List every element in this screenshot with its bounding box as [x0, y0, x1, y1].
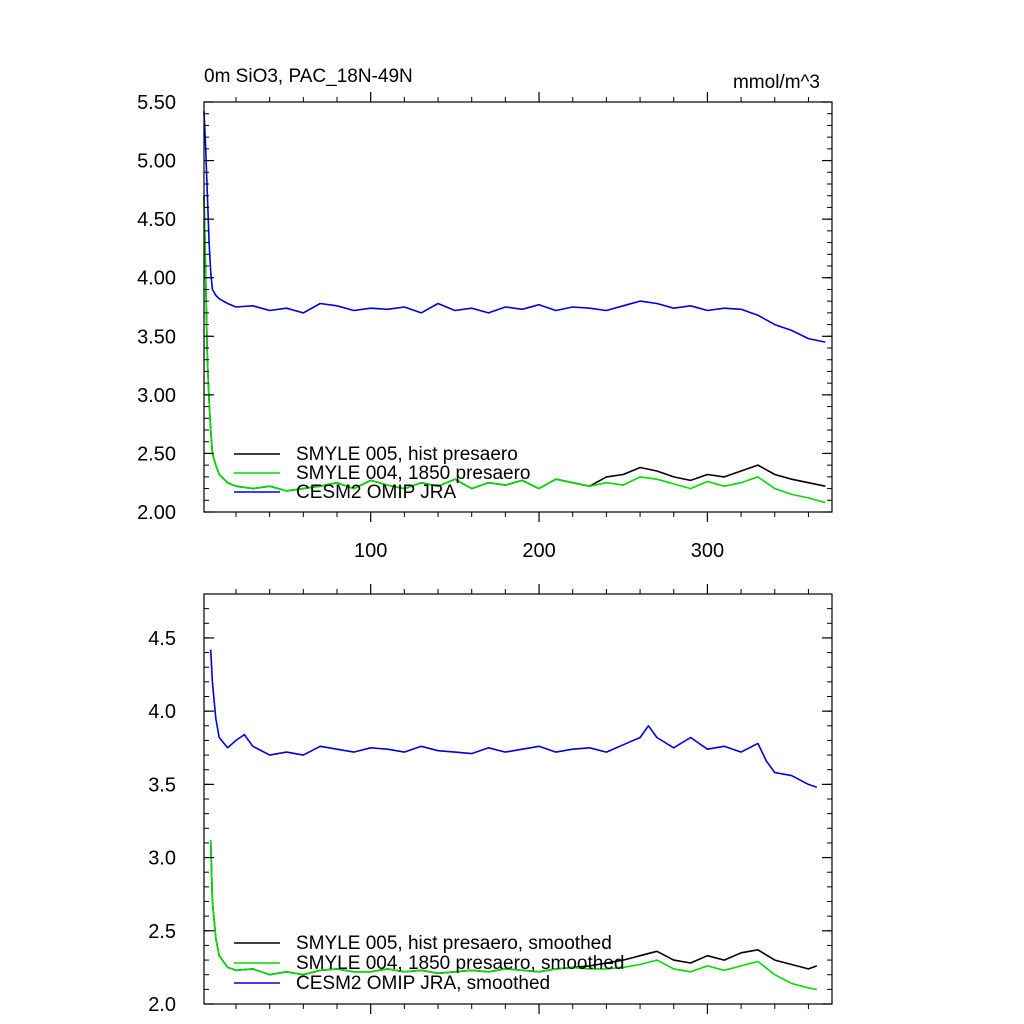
top-chart-title: 0m SiO3, PAC_18N-49N	[204, 66, 413, 87]
top-y-tick-label: 4.50	[137, 209, 176, 231]
top-chart-units: mmol/m^3	[733, 72, 820, 93]
bottom-series-line-2	[209, 649, 818, 789]
bottom-legend-label-1: SMYLE 004, 1850 presaero, smoothed	[296, 953, 624, 974]
top-y-tick-label: 2.00	[137, 502, 176, 524]
top-series-line-1	[203, 195, 826, 504]
bottom-y-tick-label: 2.5	[148, 921, 176, 943]
top-legend-label-0: SMYLE 005, hist presaero	[296, 444, 518, 465]
bottom-series-line-1	[209, 839, 817, 991]
bottom-y-tick-label: 2.0	[148, 994, 176, 1016]
top-y-tick-label: 2.50	[137, 443, 176, 465]
bottom-legend-label-0: SMYLE 005, hist presaero, smoothed	[296, 933, 612, 954]
top-x-tick-label: 200	[522, 540, 555, 562]
top-series-line-2	[203, 111, 826, 343]
top-y-tick-label: 4.00	[137, 268, 176, 290]
top-x-tick-label: 300	[691, 540, 724, 562]
top-y-tick-label: 5.50	[137, 92, 176, 114]
top-chart-panel: 2.00 2.50 3.00 3.50 4.00 4.50 5.00 5.50 100 200 30…	[137, 92, 833, 562]
bottom-legend-label-2: CESM2 OMIP JRA, smoothed	[296, 973, 550, 994]
top-x-tick-label: 100	[354, 540, 387, 562]
top-legend-label-1: SMYLE 004, 1850 presaero	[296, 463, 531, 484]
bottom-y-tick-label: 3.5	[148, 774, 176, 796]
bottom-chart-panel: 2.0 2.5 3.0 3.5 4.0 4.5 SMYLE 005, hist presae…	[148, 584, 833, 1016]
top-y-tick-label: 3.00	[137, 385, 176, 407]
bottom-y-tick-label: 4.0	[148, 701, 176, 723]
top-legend-label-2: CESM2 OMIP JRA	[296, 482, 456, 503]
top-plot-frame	[203, 101, 833, 513]
top-y-tick-label: 3.50	[137, 326, 176, 348]
top-y-tick-label: 5.00	[137, 151, 176, 173]
bottom-y-tick-label: 4.5	[148, 628, 176, 650]
bottom-y-tick-label: 3.0	[148, 848, 176, 870]
